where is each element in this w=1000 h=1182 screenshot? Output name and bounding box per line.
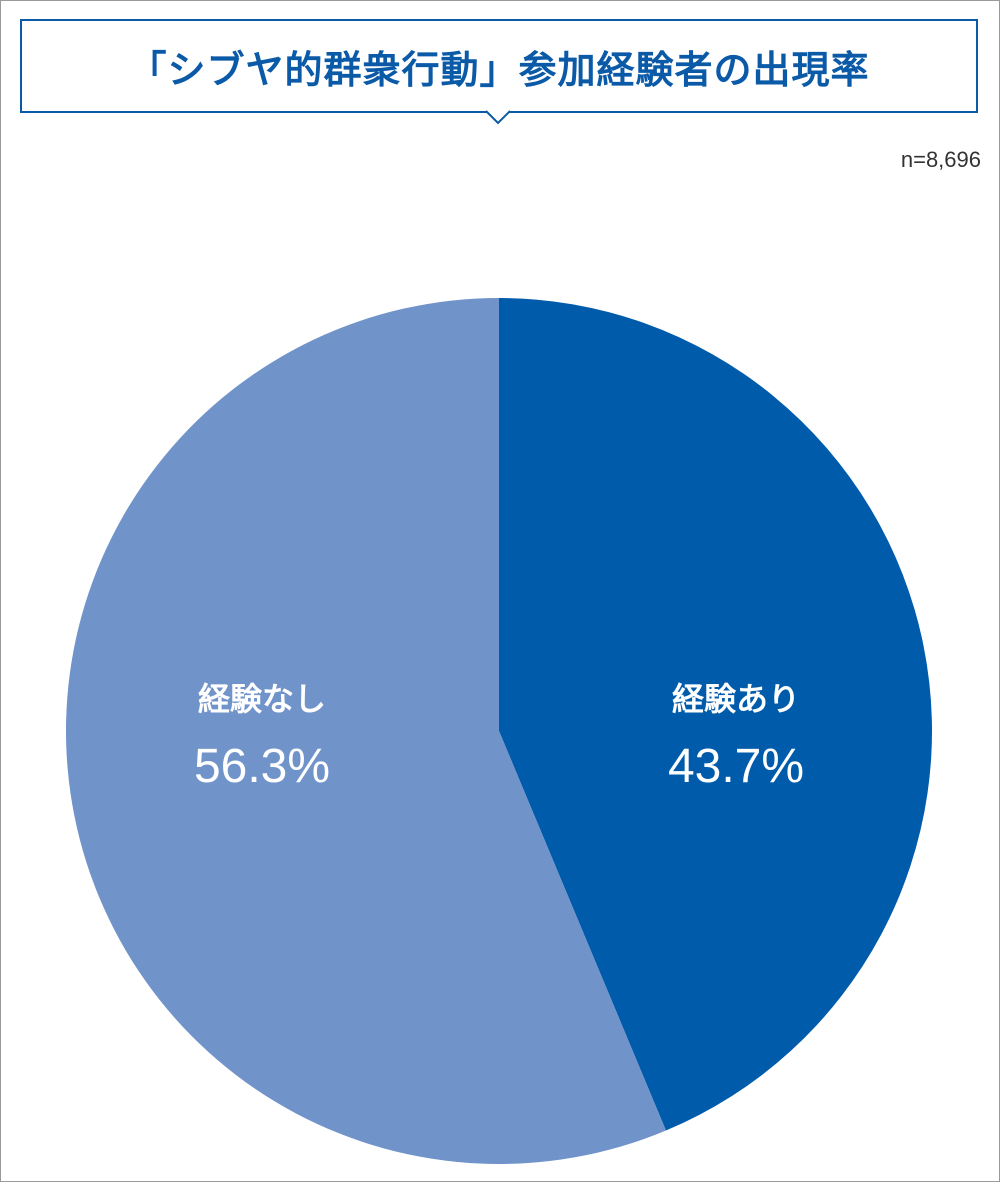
chart-title: 「シブヤ的群衆行動」参加経験者の出現率 bbox=[128, 47, 870, 92]
pie-slice-no bbox=[66, 298, 666, 1164]
slice-label-yes: 経験あり bbox=[672, 680, 800, 718]
slice-value-yes: 43.7% bbox=[668, 740, 804, 793]
pie-slice-yes bbox=[499, 298, 933, 1131]
sample-size-label: n=8,696 bbox=[900, 147, 981, 172]
title-box: 「シブヤ的群衆行動」参加経験者の出現率 bbox=[20, 19, 978, 113]
slice-value-no: 56.3% bbox=[194, 740, 330, 793]
slice-label-no: 経験なし bbox=[198, 680, 326, 718]
